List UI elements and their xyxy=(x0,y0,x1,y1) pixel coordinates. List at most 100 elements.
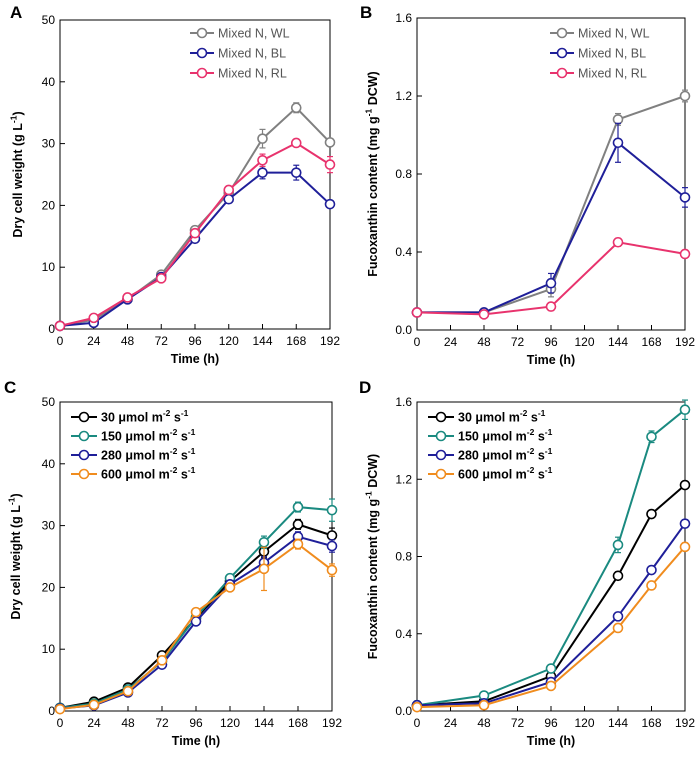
panel-b-data-point xyxy=(679,90,691,102)
panel-a-xtick-label: 120 xyxy=(219,334,239,348)
panel-a-data-point xyxy=(88,312,100,324)
panel-a-data-point xyxy=(223,184,235,196)
panel-d-xtick-label: 168 xyxy=(641,716,661,730)
panel-c-data-point xyxy=(292,538,304,550)
panel-c-xtick-label: 144 xyxy=(254,716,274,730)
panel-c-xtick-label: 48 xyxy=(121,716,135,730)
panel-a-legend-marker xyxy=(196,47,208,59)
panel-a-series-2 xyxy=(54,164,336,332)
panel-c-ytick-label: 20 xyxy=(42,580,56,594)
panel-d-data-point xyxy=(646,564,657,576)
panel-c: C 0 24 48 72 96 120 144 168 192 0 10 20 30 40 50 Time (… xyxy=(4,378,342,748)
panel-c-series-3 xyxy=(54,531,338,714)
panel-b: B 0 24 48 72 96 120 144 168 192 0.0 0.4 0.8 1.2 1.6 Ti… xyxy=(360,3,695,367)
panel-d-xlabel: Time (h) xyxy=(527,734,575,748)
panel-b-ytick-label: 0.8 xyxy=(395,167,412,181)
panel-a-xtick-label: 168 xyxy=(286,334,306,348)
panel-d-ytick-label: 0.0 xyxy=(395,704,412,718)
panel-d: D 0 24 48 72 96 120 144 168 192 0.0 0.4 0.8 1.2 1.6 Ti… xyxy=(359,378,695,748)
panel-a-data-point xyxy=(324,198,336,210)
panel-b-data-point xyxy=(612,236,624,248)
panel-c-legend-label: 600 μmol m-2 s-1 xyxy=(101,465,196,481)
panel-c-data-point xyxy=(258,536,270,548)
panel-d-legend-marker xyxy=(435,449,447,461)
panel-c-data-point xyxy=(292,519,304,530)
panel-d-series-line xyxy=(416,484,686,707)
panel-c-letter: C xyxy=(4,378,16,397)
panel-d-legend-marker xyxy=(435,411,447,423)
panel-c-data-point xyxy=(224,582,236,593)
panel-c-xtick-label: 24 xyxy=(87,716,101,730)
panel-b-xlabel: Time (h) xyxy=(527,353,575,367)
panel-c-legend-marker xyxy=(78,430,90,442)
panel-a-data-point xyxy=(257,133,268,144)
panel-b-xtick-label: 48 xyxy=(477,335,491,349)
panel-b-legend: Mixed N, WL Mixed N, BL Mixed N, RL xyxy=(550,27,650,81)
panel-b-legend-label: Mixed N, RL xyxy=(578,67,647,81)
panel-a-xtick-label: 24 xyxy=(87,334,101,348)
panel-d-data-point xyxy=(646,431,657,443)
panel-c-data-point xyxy=(156,655,168,666)
panel-d-xtick-label: 0 xyxy=(414,716,421,730)
panel-d-xtick-label: 192 xyxy=(675,716,695,730)
panel-a-series-1 xyxy=(54,102,336,332)
panel-d-xtick-label: 96 xyxy=(544,716,558,730)
panel-c-data-point xyxy=(258,563,270,575)
panel-a-xtick-label: 0 xyxy=(57,334,64,348)
panel-d-data-point xyxy=(646,580,657,591)
panel-d-series-line xyxy=(416,523,686,707)
panel-d-data-point xyxy=(612,570,624,582)
panel-b-ylabel: Fucoxanthin content (mg g-1 DCW) xyxy=(364,71,380,276)
panel-c-ytick-label: 10 xyxy=(42,642,56,656)
panel-d-data-point xyxy=(679,404,691,416)
panel-d-data-point xyxy=(411,701,423,713)
panel-a-data-point xyxy=(223,193,235,205)
panel-a-series-3 xyxy=(54,137,336,332)
panel-b-data-point xyxy=(545,277,557,289)
panel-b-xtick-label: 120 xyxy=(574,335,594,349)
panel-d-data-point xyxy=(679,541,691,553)
panel-d-data-point xyxy=(646,508,657,520)
panel-b-xtick-label: 192 xyxy=(675,335,695,349)
panel-d-xtick-label: 72 xyxy=(511,716,525,730)
panel-b-xtick-label: 168 xyxy=(641,335,661,349)
panel-a-xtick-label: 144 xyxy=(252,334,272,348)
panel-b-ytick-label: 1.2 xyxy=(395,89,412,103)
panel-c-legend-label: 280 μmol m-2 s-1 xyxy=(101,446,196,462)
panel-a-ytick-label: 0 xyxy=(48,322,55,336)
panel-d-legend-marker xyxy=(435,468,447,480)
panel-d-series-line xyxy=(416,546,686,709)
panel-d-ytick-label: 0.4 xyxy=(395,627,412,641)
panel-a-data-point xyxy=(257,154,268,166)
panel-a-legend-label: Mixed N, WL xyxy=(218,27,290,41)
panel-c-series-2 xyxy=(54,498,338,714)
panel-c-series-4 xyxy=(54,538,338,715)
panel-b-ytick-label: 1.6 xyxy=(395,11,412,25)
panel-a-ylabel: Dry cell weight (g L-1) xyxy=(9,111,25,237)
panel-c-xtick-label: 168 xyxy=(288,716,308,730)
panel-d-legend-label: 280 μmol m-2 s-1 xyxy=(458,446,553,462)
panel-b-ytick-label: 0.0 xyxy=(395,323,412,337)
panel-a-data-point xyxy=(257,167,268,178)
panel-c-ytick-label: 40 xyxy=(42,457,56,471)
panel-b-data-point xyxy=(478,309,490,320)
panel-c-data-point xyxy=(190,606,202,618)
panel-c-legend-label: 30 μmol m-2 s-1 xyxy=(101,408,189,424)
panel-b-xtick-label: 24 xyxy=(444,335,458,349)
panel-c-ytick-label: 30 xyxy=(42,519,56,533)
panel-d-xtick-label: 144 xyxy=(608,716,628,730)
panel-a-ytick-label: 30 xyxy=(42,137,56,151)
panel-a-xtick-label: 96 xyxy=(188,334,202,348)
panel-a-ytick-label: 50 xyxy=(42,13,56,27)
panel-c-ytick-label: 50 xyxy=(42,395,56,409)
panel-d-data-point xyxy=(612,622,624,634)
panel-c-xlabel: Time (h) xyxy=(172,734,220,748)
panel-a-legend-label: Mixed N, RL xyxy=(218,67,287,81)
panel-b-data-point xyxy=(679,192,691,203)
panel-b-xtick-label: 0 xyxy=(414,335,421,349)
panel-c-data-point xyxy=(88,699,100,711)
panel-a-ytick-label: 20 xyxy=(42,198,56,212)
panel-a-data-point xyxy=(324,137,336,148)
panel-d-legend: 30 μmol m-2 s-1 150 μmol m-2 s-1 280 μmol … xyxy=(428,408,553,482)
